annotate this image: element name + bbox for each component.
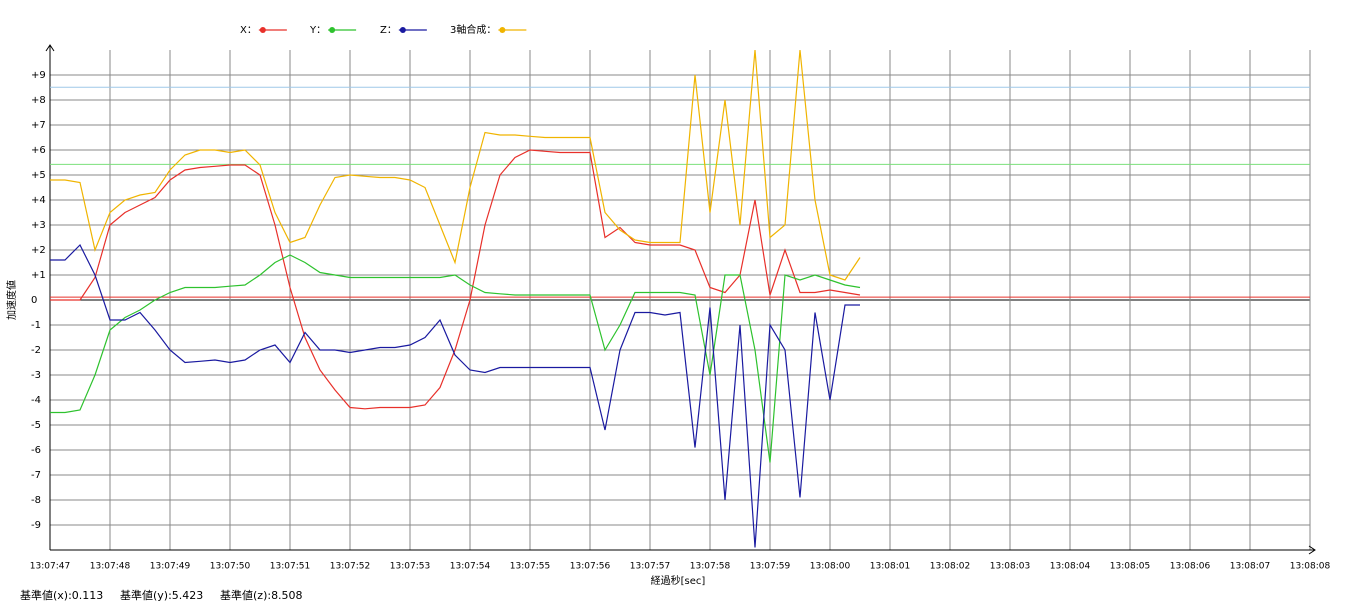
y-tick-label: -3 (31, 370, 41, 381)
legend-marker (499, 27, 506, 33)
x-tick-label: 13:07:49 (150, 562, 191, 572)
y-tick-label: +2 (31, 245, 46, 256)
y-tick-label: -4 (31, 395, 41, 406)
y-axis-arrow (45, 44, 55, 52)
x-tick-label: 13:07:51 (270, 562, 310, 572)
y-tick-label: -7 (31, 470, 41, 481)
series-line (50, 243, 860, 548)
baseline-label: 基準値(x):0.113 (20, 588, 103, 602)
y-axis-label: 加速度値 (5, 280, 18, 320)
legend-label: X： (240, 25, 257, 36)
x-tick-label: 13:07:59 (750, 562, 791, 572)
x-tick-label: 13:07:57 (630, 562, 670, 572)
x-tick-label: 13:07:50 (210, 562, 251, 572)
x-tick-label: 13:08:08 (1290, 562, 1331, 572)
y-tick-label: -1 (31, 320, 41, 331)
legend-marker (399, 27, 406, 33)
x-tick-label: 13:07:56 (570, 562, 611, 572)
legend-label: Y： (309, 25, 326, 36)
baseline-label: 基準値(z):8.508 (220, 588, 303, 602)
x-tick-label: 13:08:02 (930, 562, 970, 572)
y-tick-label: 0 (31, 295, 37, 306)
legend-label: 3軸合成： (450, 23, 496, 36)
x-tick-label: 13:08:01 (870, 562, 910, 572)
y-tick-label: +6 (31, 145, 46, 156)
x-tick-label: 13:08:03 (990, 562, 1030, 572)
y-tick-label: -9 (31, 520, 41, 531)
x-tick-label: 13:08:04 (1050, 562, 1091, 572)
x-axis-label: 経過秒[sec] (651, 574, 706, 587)
x-tick-label: 13:07:55 (510, 562, 550, 572)
x-axis-arrow (1308, 545, 1316, 555)
y-tick-label: -6 (31, 445, 41, 456)
y-tick-label: +1 (31, 270, 46, 281)
x-tick-label: 13:08:06 (1170, 562, 1211, 572)
y-tick-label: +5 (31, 170, 46, 181)
y-tick-label: +8 (31, 95, 46, 106)
legend-marker (259, 27, 266, 33)
y-tick-label: +9 (31, 70, 46, 81)
x-tick-label: 13:08:00 (810, 562, 851, 572)
x-tick-label: 13:08:07 (1230, 562, 1270, 572)
series-line (50, 49, 861, 281)
y-tick-label: -5 (31, 420, 41, 431)
baseline-label: 基準値(y):5.423 (120, 588, 203, 602)
series-line (50, 149, 861, 410)
y-tick-label: -8 (31, 495, 41, 506)
x-tick-label: 13:07:48 (90, 562, 131, 572)
x-tick-label: 13:08:05 (1110, 562, 1150, 572)
legend-marker (329, 27, 336, 33)
y-tick-label: +3 (31, 220, 46, 231)
y-tick-label: +4 (31, 195, 46, 206)
y-tick-label: -2 (31, 345, 41, 356)
legend-label: Z： (380, 25, 397, 36)
x-tick-label: 13:07:52 (330, 562, 370, 572)
y-tick-label: +7 (31, 120, 46, 131)
x-tick-label: 13:07:54 (450, 562, 491, 572)
x-tick-label: 13:07:53 (390, 562, 430, 572)
x-tick-label: 13:07:47 (30, 562, 70, 572)
x-tick-label: 13:07:58 (690, 562, 731, 572)
series-line (50, 254, 861, 463)
